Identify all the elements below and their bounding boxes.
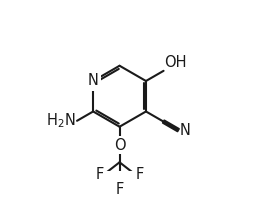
Text: F: F (115, 182, 124, 197)
Text: OH: OH (164, 55, 187, 70)
Text: O: O (114, 138, 125, 153)
Text: H$_2$N: H$_2$N (46, 112, 75, 130)
Text: F: F (95, 167, 103, 182)
Text: N: N (180, 123, 191, 138)
Text: F: F (136, 167, 144, 182)
Text: N: N (88, 73, 99, 88)
